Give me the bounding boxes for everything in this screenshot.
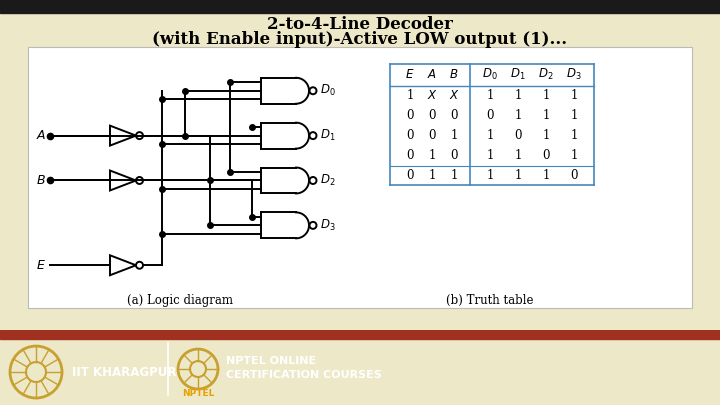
Text: 1: 1 — [428, 169, 436, 182]
Text: 1: 1 — [570, 129, 577, 142]
Text: 0: 0 — [450, 149, 458, 162]
Text: (with Enable input)-Active LOW output (1)...: (with Enable input)-Active LOW output (1… — [153, 32, 567, 48]
Text: 0: 0 — [486, 109, 494, 122]
Text: 1: 1 — [542, 109, 549, 122]
Text: $D_2$: $D_2$ — [320, 173, 336, 188]
Text: 1: 1 — [428, 149, 436, 162]
Text: NPTEL: NPTEL — [182, 388, 214, 398]
Text: NPTEL ONLINE: NPTEL ONLINE — [226, 356, 316, 366]
Text: 1: 1 — [542, 169, 549, 182]
Text: 1: 1 — [542, 129, 549, 142]
Text: 1: 1 — [486, 89, 494, 102]
Text: 0: 0 — [514, 129, 522, 142]
Text: $D_0$: $D_0$ — [482, 67, 498, 82]
Text: $X$: $X$ — [449, 89, 459, 102]
Text: 1: 1 — [406, 89, 414, 102]
Text: 0: 0 — [406, 109, 414, 122]
Text: IIT KHARAGPUR: IIT KHARAGPUR — [72, 366, 176, 379]
Text: 0: 0 — [428, 129, 436, 142]
Text: $A$: $A$ — [427, 68, 437, 81]
Text: 0: 0 — [406, 129, 414, 142]
Text: 0: 0 — [450, 109, 458, 122]
Text: $X$: $X$ — [427, 89, 437, 102]
Text: $E$: $E$ — [36, 259, 46, 272]
Text: 1: 1 — [450, 129, 458, 142]
Text: 1: 1 — [514, 149, 522, 162]
Text: (b) Truth table: (b) Truth table — [446, 294, 534, 307]
Text: (a) Logic diagram: (a) Logic diagram — [127, 294, 233, 307]
Text: 1: 1 — [570, 109, 577, 122]
Text: 0: 0 — [542, 149, 550, 162]
Text: 1: 1 — [486, 129, 494, 142]
Text: CERTIFICATION COURSES: CERTIFICATION COURSES — [226, 370, 382, 380]
Text: 1: 1 — [570, 149, 577, 162]
Text: $B$: $B$ — [449, 68, 459, 81]
Text: $D_0$: $D_0$ — [320, 83, 336, 98]
Text: 1: 1 — [486, 169, 494, 182]
Text: $D_3$: $D_3$ — [566, 67, 582, 82]
Text: 1: 1 — [450, 169, 458, 182]
Text: 1: 1 — [486, 149, 494, 162]
Text: 1: 1 — [514, 169, 522, 182]
Text: 1: 1 — [514, 109, 522, 122]
Text: 0: 0 — [428, 109, 436, 122]
Bar — [28, 47, 692, 308]
Text: 0: 0 — [570, 169, 577, 182]
Bar — [0, 330, 720, 339]
Bar — [0, 0, 720, 13]
Text: $B$: $B$ — [36, 174, 46, 187]
Text: $D_2$: $D_2$ — [539, 67, 554, 82]
Text: 2-to-4-Line Decoder: 2-to-4-Line Decoder — [267, 17, 453, 34]
Text: $E$: $E$ — [405, 68, 415, 81]
Text: $D_1$: $D_1$ — [320, 128, 336, 143]
Text: $D_3$: $D_3$ — [320, 218, 336, 233]
Text: 1: 1 — [570, 89, 577, 102]
Text: $D_1$: $D_1$ — [510, 67, 526, 82]
Text: 1: 1 — [542, 89, 549, 102]
Text: 1: 1 — [514, 89, 522, 102]
Text: 0: 0 — [406, 149, 414, 162]
Text: 0: 0 — [406, 169, 414, 182]
Text: $A$: $A$ — [36, 129, 46, 142]
